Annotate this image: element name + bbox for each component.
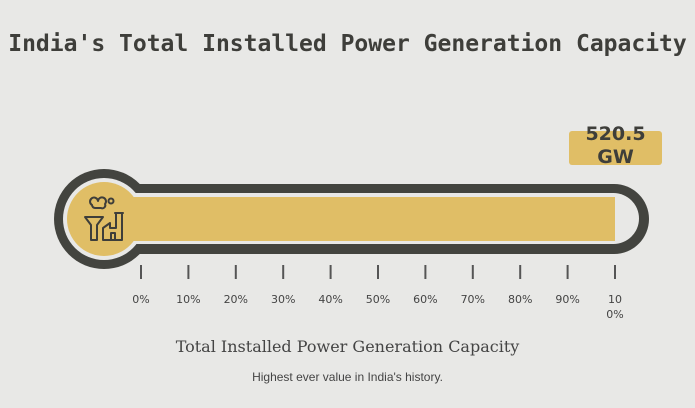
axis-tick-label: 90% bbox=[555, 293, 580, 306]
chart-caption: Highest ever value in India's history. bbox=[252, 370, 443, 384]
chart-title: India's Total Installed Power Generation… bbox=[8, 31, 687, 57]
axis-tick-label: 0% bbox=[132, 293, 150, 306]
axis-tick-label: 40% bbox=[318, 293, 343, 306]
gauge-fill-bar bbox=[110, 197, 615, 241]
axis-tick-label: 30% bbox=[270, 293, 296, 306]
axis-tick-label: 50% bbox=[365, 293, 391, 306]
axis-tick-label: 70% bbox=[460, 293, 486, 306]
axis-tick-label: 10% bbox=[176, 293, 201, 306]
chart-subtitle: Total Installed Power Generation Capacit… bbox=[175, 337, 520, 356]
value-label: 520.5 GW bbox=[585, 123, 646, 168]
axis-tick-label: 20% bbox=[223, 293, 249, 306]
axis-tick-label: 60% bbox=[413, 293, 438, 306]
axis-tick-label: 80% bbox=[507, 293, 533, 306]
value-badge bbox=[569, 131, 662, 165]
axis-tick-label: 100% bbox=[606, 293, 624, 321]
axis-ticks bbox=[140, 265, 616, 279]
power-plant-icon bbox=[84, 196, 124, 241]
